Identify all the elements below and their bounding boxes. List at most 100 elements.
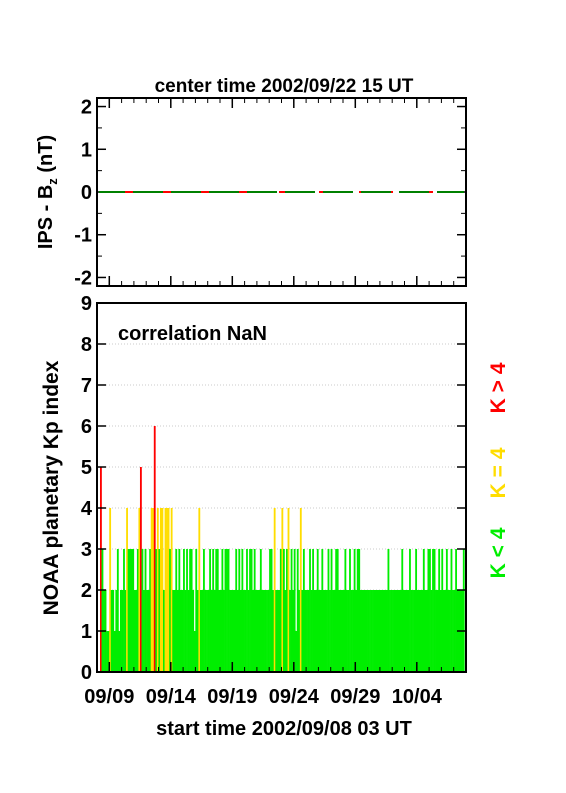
kp-x-tick-label: 09/29	[330, 686, 380, 708]
kp-bar	[275, 590, 278, 672]
kp-bar	[358, 549, 361, 672]
kp-bar	[259, 549, 262, 672]
kp-bar	[436, 590, 439, 672]
kp-bar	[318, 590, 321, 672]
kp-bar	[167, 508, 170, 672]
kp-bar	[298, 590, 301, 672]
kp-bar	[375, 590, 378, 672]
kp-y-tick-label: 4	[81, 498, 93, 520]
kp-bar	[121, 590, 124, 672]
kp-bar	[330, 549, 333, 672]
kp-bar	[261, 590, 264, 672]
kp-y-tick-label: 7	[81, 375, 92, 397]
kp-bar	[312, 549, 315, 672]
kp-bar	[164, 508, 167, 672]
kp-bar	[419, 590, 422, 672]
kp-bar	[302, 549, 305, 672]
kp-bar	[256, 590, 259, 672]
kp-bar	[130, 549, 133, 672]
kp-bar	[118, 631, 121, 672]
kp-bar	[307, 590, 310, 672]
kp-bar	[427, 549, 430, 672]
kp-bar	[390, 590, 393, 672]
kp-bar	[362, 590, 365, 672]
kp-bar	[315, 590, 318, 672]
kp-bar	[321, 549, 324, 672]
kp-bar	[141, 549, 144, 672]
kp-bar	[110, 590, 113, 672]
kp-y-tick-label: 5	[81, 457, 92, 479]
kp-bar	[378, 590, 381, 672]
kp-bar	[135, 590, 138, 672]
kp-bar	[429, 549, 431, 672]
kp-bar	[179, 590, 182, 672]
kp-bar	[341, 590, 344, 672]
kp-bar	[113, 631, 116, 672]
kp-bar	[405, 590, 408, 672]
kp-bar	[173, 590, 176, 672]
kp-bar	[293, 549, 296, 672]
kp-bar	[282, 549, 285, 672]
kp-bar	[195, 549, 198, 672]
kp-bar	[178, 549, 181, 672]
kp-bar	[324, 590, 327, 672]
kp-bar	[445, 549, 448, 672]
kp-bar	[175, 549, 178, 672]
kp-bar	[422, 549, 425, 672]
kp-bar	[227, 549, 230, 672]
kp-bar	[367, 590, 370, 672]
kp-bar	[342, 590, 345, 672]
kp-y-tick-label: 2	[81, 580, 92, 602]
kp-bar	[181, 590, 184, 672]
kp-bar	[304, 590, 307, 672]
kp-bar	[107, 631, 110, 672]
kp-bar	[289, 590, 291, 672]
kp-bar	[407, 590, 410, 672]
kp-bar	[385, 590, 388, 672]
kp-bar	[382, 590, 385, 672]
kp-bar	[392, 590, 394, 672]
kp-bar	[284, 590, 287, 672]
kp-bar	[365, 590, 368, 672]
kp-bar	[264, 590, 267, 672]
kp-bar	[156, 508, 159, 672]
kp-bar	[136, 549, 139, 672]
kp-bar	[339, 590, 342, 672]
kp-y-tick-label: 3	[81, 539, 92, 561]
kp-bar	[183, 549, 185, 672]
kp-bar	[290, 549, 293, 672]
kp-bar	[361, 590, 364, 672]
kp-bar	[221, 549, 224, 672]
kp-bar	[438, 549, 441, 672]
kp-bar	[278, 590, 281, 672]
kp-bar	[349, 549, 351, 672]
kp-bar	[273, 508, 276, 672]
kp-bar	[163, 590, 165, 672]
kp-bar	[329, 590, 331, 672]
kp-bar	[244, 590, 247, 672]
kp-bar	[196, 590, 199, 672]
kp-bar	[212, 549, 215, 672]
kp-bar	[398, 590, 401, 672]
kp-bar	[132, 549, 135, 672]
kp-bar	[109, 508, 112, 672]
kp-bar	[216, 549, 219, 672]
kp-bar	[115, 590, 118, 672]
kp-bar	[276, 590, 279, 672]
top-panel: -2 -1 0 1 2 IPS - Bz (nT)	[35, 97, 467, 289]
kp-bar	[435, 590, 438, 672]
kp-bar	[172, 590, 175, 672]
top-y-axis-label: IPS - Bz (nT)	[35, 135, 60, 249]
kp-bar	[189, 549, 192, 672]
kp-bar	[413, 590, 416, 672]
kp-bar	[218, 590, 221, 672]
top-y-tick-label: 2	[81, 97, 92, 119]
kp-bar	[161, 508, 164, 672]
kp-bar	[230, 590, 233, 672]
kp-bar	[249, 549, 251, 672]
kp-bar	[430, 590, 433, 672]
kp-bar	[410, 590, 413, 672]
kp-bar	[204, 590, 207, 672]
kp-bar	[441, 549, 444, 672]
kp-bar	[409, 549, 411, 672]
